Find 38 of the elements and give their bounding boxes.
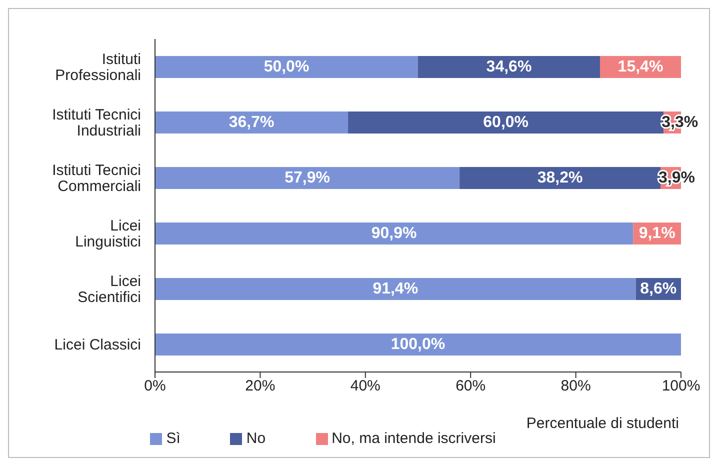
- bar: [348, 112, 664, 134]
- x-tick-label: 0%: [144, 378, 166, 395]
- data-label: 100,0%: [390, 336, 446, 353]
- data-label: 15,4%: [618, 58, 664, 76]
- bar: [460, 167, 660, 189]
- data-label: 91,4%: [372, 280, 418, 298]
- bar: [418, 56, 600, 78]
- data-label: 38,2%: [537, 170, 583, 186]
- y-tick-label: Licei Scientifici: [78, 272, 141, 306]
- bar: [155, 278, 636, 300]
- data-label: 36,7%: [228, 114, 274, 131]
- data-label: 8,6%: [640, 280, 677, 298]
- x-tick-label: 80%: [560, 378, 591, 395]
- bar: [155, 167, 460, 189]
- legend-label: No: [246, 430, 266, 447]
- data-label: 90,9%: [371, 225, 417, 242]
- x-tick-label: 20%: [245, 378, 276, 395]
- y-tick-label: Licei Linguistici: [75, 216, 141, 250]
- data-label: 9,1%: [638, 225, 676, 242]
- bar: [155, 222, 634, 244]
- data-label: 3,3%: [662, 114, 698, 131]
- data-label: 50,0%: [264, 58, 310, 76]
- y-tick-label: Licei Classici: [54, 336, 141, 353]
- legend-label: No, ma intende iscriversi: [332, 430, 496, 447]
- data-label: 34,6%: [486, 58, 532, 76]
- bar: [155, 56, 418, 78]
- bar: [155, 112, 348, 134]
- x-tick-label: 40%: [350, 378, 380, 395]
- legend-label: Sì: [166, 430, 180, 447]
- x-axis-title: Percentuale di studenti: [526, 415, 679, 432]
- data-label: 57,9%: [284, 170, 330, 186]
- x-tick-label: 100%: [662, 378, 700, 395]
- x-tick-label: 60%: [456, 378, 486, 395]
- y-tick-label: Istituti Tecnici Industriali: [52, 106, 141, 139]
- bar: [155, 334, 681, 356]
- y-tick-label: Istituti Tecnici Commerciali: [52, 161, 141, 194]
- data-label: 60,0%: [483, 114, 529, 131]
- y-tick-label: Istituti Professionali: [55, 50, 141, 84]
